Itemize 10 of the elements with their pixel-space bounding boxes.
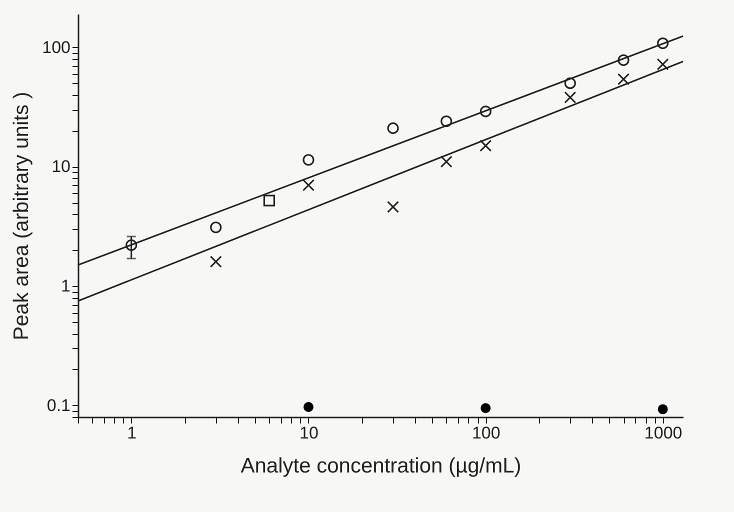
y-tick-label: 1: [61, 276, 70, 296]
y-tick-label: 100: [42, 38, 70, 57]
x-tick-label: 100: [472, 424, 500, 442]
x-tick-label: 1: [127, 424, 137, 442]
y-axis-title: Peak area (arbitrary units ): [10, 92, 34, 340]
x-axis-title: Analyte concentration (µg/mL): [240, 454, 522, 478]
y-tick-label: 0.1: [46, 396, 70, 415]
x-tick-label: 1000: [644, 424, 682, 442]
y-tick-label: 10: [52, 157, 70, 176]
x-tick-label: 10: [300, 424, 318, 442]
